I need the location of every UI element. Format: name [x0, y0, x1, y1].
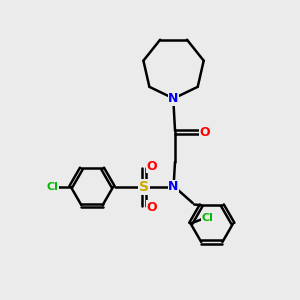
- Text: Cl: Cl: [202, 213, 214, 223]
- Text: O: O: [200, 126, 210, 139]
- Text: O: O: [146, 160, 157, 173]
- Text: N: N: [168, 92, 179, 105]
- Text: O: O: [146, 201, 157, 214]
- Text: Cl: Cl: [46, 182, 58, 192]
- Text: N: N: [168, 180, 179, 193]
- Text: S: S: [139, 180, 149, 194]
